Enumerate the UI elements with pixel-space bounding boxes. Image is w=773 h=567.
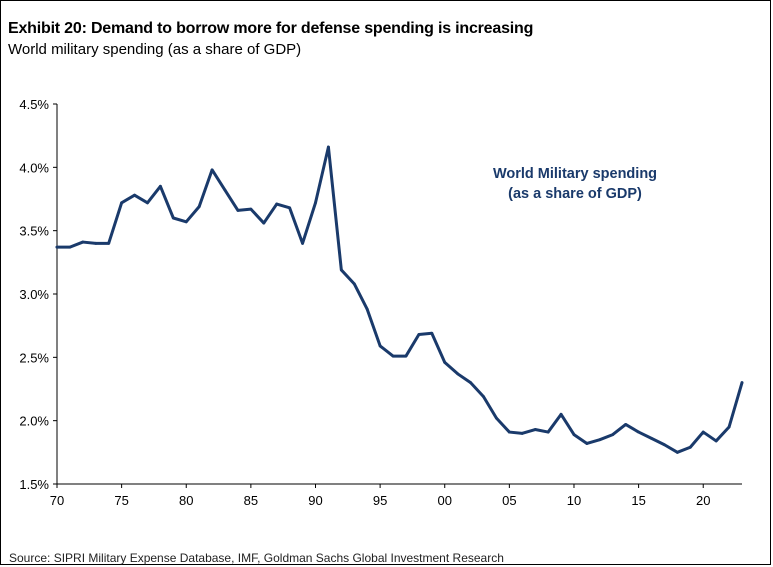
data-point <box>740 381 744 385</box>
data-point <box>675 450 679 454</box>
y-tick-label: 3.0% <box>19 287 49 302</box>
data-point <box>197 205 201 209</box>
source-note: Source: SIPRI Military Expense Database,… <box>9 551 504 565</box>
data-point <box>430 331 434 335</box>
data-point <box>223 188 227 192</box>
exhibit-title: Exhibit 20: Demand to borrow more for de… <box>8 20 534 37</box>
data-point <box>55 245 59 249</box>
data-point <box>469 381 472 385</box>
data-point <box>210 168 214 172</box>
data-point <box>417 333 421 336</box>
data-point <box>507 430 511 434</box>
x-tick-label: 10 <box>567 493 581 508</box>
data-point <box>352 282 356 286</box>
x-tick-label: 15 <box>631 493 645 508</box>
y-tick-label: 2.0% <box>19 414 49 429</box>
data-point <box>327 145 330 149</box>
annotation-line-2: (as a share of GDP) <box>508 186 642 202</box>
data-point <box>365 307 369 311</box>
data-point <box>120 201 124 205</box>
data-point <box>314 201 317 205</box>
data-point <box>171 216 175 220</box>
y-tick-label: 1.5% <box>19 477 49 492</box>
data-point <box>94 241 98 245</box>
data-point <box>68 245 72 249</box>
data-point <box>624 423 628 426</box>
data-point <box>559 412 563 416</box>
x-tick-label: 00 <box>438 493 452 508</box>
data-point <box>81 240 85 244</box>
data-point <box>611 433 615 436</box>
x-tick-label: 80 <box>179 493 193 508</box>
y-tick-label: 4.5% <box>19 97 49 112</box>
data-point <box>482 395 485 398</box>
data-point <box>236 209 240 212</box>
data-point <box>262 221 266 225</box>
y-tick-label: 3.5% <box>19 224 49 239</box>
data-point <box>637 430 641 434</box>
x-tick-label: 70 <box>50 493 64 508</box>
y-tick-label: 2.5% <box>19 350 49 365</box>
x-tick-label: 20 <box>696 493 710 508</box>
data-point <box>714 439 718 443</box>
data-point <box>701 430 705 434</box>
data-point <box>456 372 460 376</box>
y-ticks: 1.5% 2.0% 2.5% 3.0% 3.5% 4.0% 4.5% <box>19 97 57 492</box>
data-point <box>107 241 111 245</box>
axes <box>56 104 742 485</box>
exhibit-subtitle: World military spending (as a share of G… <box>8 41 302 58</box>
data-point <box>158 184 162 188</box>
data-point <box>249 207 253 211</box>
x-tick-label: 85 <box>244 493 258 508</box>
data-point <box>133 193 136 197</box>
y-tick-label: 4.0% <box>19 160 49 175</box>
data-point <box>443 361 447 364</box>
series-line-world-military-spending <box>55 145 744 454</box>
x-tick-label: 90 <box>308 493 322 508</box>
data-point <box>391 354 395 358</box>
data-point <box>598 438 602 442</box>
data-point <box>378 344 382 348</box>
data-point <box>339 268 343 272</box>
data-point <box>533 428 537 431</box>
data-point <box>650 437 653 440</box>
data-points <box>55 145 744 454</box>
data-point <box>585 442 589 445</box>
annotation-line-1: World Military spending <box>493 166 657 182</box>
data-point <box>495 416 498 420</box>
data-point <box>572 433 576 436</box>
data-point <box>146 201 149 205</box>
data-point <box>184 220 188 224</box>
x-ticks: 70 75 80 85 90 95 00 05 10 15 20 <box>50 484 710 508</box>
data-point <box>404 354 408 358</box>
x-tick-label: 75 <box>114 493 128 508</box>
x-tick-label: 05 <box>502 493 516 508</box>
data-point <box>301 241 304 245</box>
data-point <box>520 431 524 435</box>
x-tick-label: 95 <box>373 493 387 508</box>
data-point <box>288 206 292 210</box>
data-point <box>688 445 692 449</box>
data-point <box>546 430 550 434</box>
data-point <box>727 425 731 429</box>
data-point <box>663 443 666 447</box>
data-point <box>275 202 279 206</box>
